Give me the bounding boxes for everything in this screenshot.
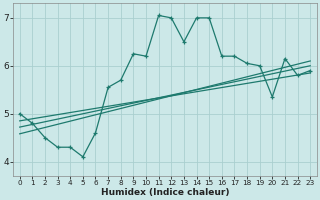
- X-axis label: Humidex (Indice chaleur): Humidex (Indice chaleur): [101, 188, 229, 197]
